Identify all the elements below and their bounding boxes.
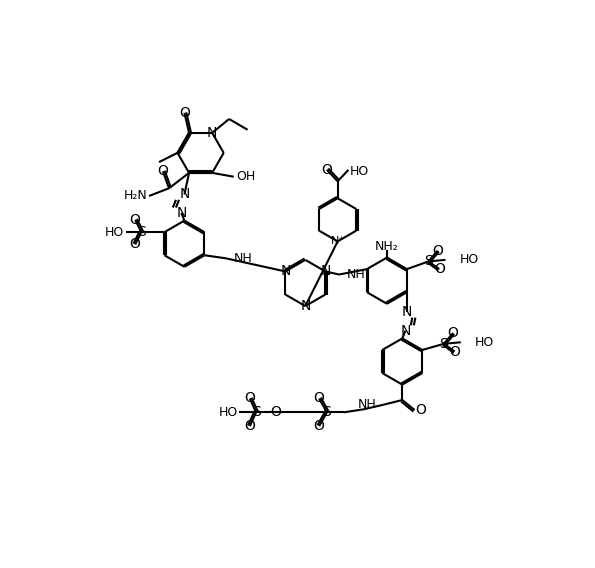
Text: HO: HO: [218, 406, 237, 419]
Text: O: O: [321, 163, 333, 177]
Text: S: S: [440, 337, 448, 351]
Text: S: S: [252, 406, 261, 419]
Text: O: O: [245, 391, 255, 406]
Text: NH: NH: [347, 268, 366, 281]
Text: N: N: [320, 265, 330, 278]
Text: O: O: [433, 244, 443, 258]
Text: N: N: [300, 299, 311, 313]
Text: N⁺: N⁺: [331, 236, 345, 247]
Text: O: O: [179, 106, 190, 120]
Text: O: O: [314, 419, 325, 433]
Text: NH: NH: [358, 398, 376, 411]
Text: N: N: [176, 206, 187, 220]
Text: O: O: [314, 391, 325, 406]
Text: S: S: [424, 254, 433, 269]
Text: N: N: [207, 126, 217, 140]
Text: O: O: [245, 419, 255, 433]
Text: NH₂: NH₂: [375, 240, 399, 253]
Text: NH: NH: [234, 252, 252, 265]
Text: O: O: [271, 406, 281, 419]
Text: OH: OH: [236, 170, 255, 183]
Text: S: S: [322, 406, 331, 419]
Text: HO: HO: [475, 336, 494, 349]
Text: HO: HO: [105, 225, 124, 239]
Text: HO: HO: [459, 253, 478, 266]
Text: N: N: [402, 305, 412, 319]
Text: O: O: [415, 403, 426, 417]
Text: O: O: [434, 262, 444, 276]
Text: O: O: [449, 345, 460, 358]
Text: O: O: [447, 326, 459, 340]
Text: O: O: [130, 213, 140, 227]
Text: O: O: [158, 164, 168, 178]
Text: HO: HO: [350, 165, 369, 178]
Text: N: N: [280, 265, 290, 278]
Text: N: N: [179, 187, 190, 202]
Text: N: N: [400, 324, 411, 338]
Text: O: O: [130, 237, 140, 252]
Text: S: S: [137, 225, 146, 239]
Text: H₂N: H₂N: [124, 190, 148, 202]
